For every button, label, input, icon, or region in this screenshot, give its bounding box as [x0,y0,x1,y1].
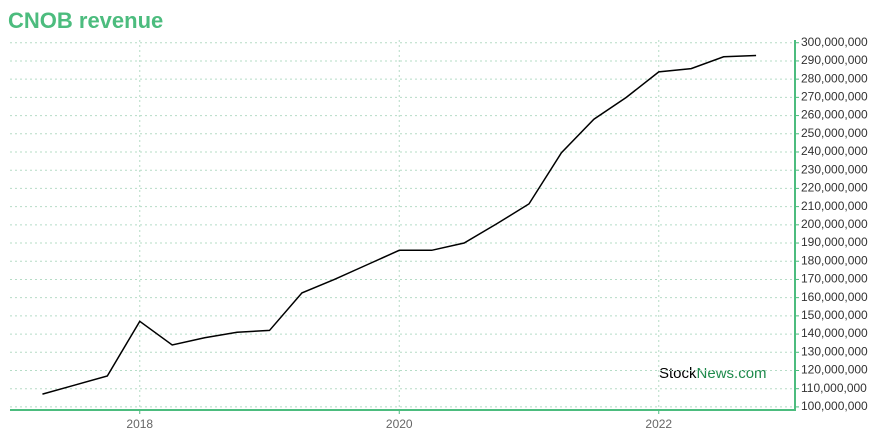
y-tick-label: 110,000,000 [801,381,867,395]
x-tick-label: 2020 [386,417,413,431]
y-tick-label: 220,000,000 [801,181,868,195]
chart-title: CNOB revenue [8,8,163,33]
y-tick-label: 210,000,000 [801,199,868,213]
y-tick-label: 150,000,000 [801,308,868,322]
y-tick-label: 280,000,000 [801,71,868,85]
y-tick-label: 270,000,000 [801,90,868,104]
y-tick-label: 250,000,000 [801,126,868,140]
y-tick-label: 260,000,000 [801,108,868,122]
y-tick-label: 140,000,000 [801,326,868,340]
y-tick-label: 190,000,000 [801,235,868,249]
y-tick-label: 290,000,000 [801,53,868,67]
x-tick-label: 2018 [126,417,153,431]
y-tick-label: 180,000,000 [801,253,868,267]
y-tick-label: 230,000,000 [801,162,868,176]
y-tick-label: 240,000,000 [801,144,868,158]
y-tick-label: 170,000,000 [801,272,868,286]
watermark-suffix: News.com [697,365,767,382]
y-tick-label: 130,000,000 [801,344,868,358]
line [42,54,757,395]
watermark-prefix: Stock [659,365,697,382]
y-tick-label: 300,000,000 [801,35,868,49]
y-tick-label: 100,000,000 [801,399,868,413]
y-tick-label: 200,000,000 [801,217,868,231]
watermark: StockNews.com [659,365,767,382]
x-tick-label: 2022 [645,417,672,431]
y-tick-label: 120,000,000 [801,363,868,377]
y-tick-label: 160,000,000 [801,290,868,304]
